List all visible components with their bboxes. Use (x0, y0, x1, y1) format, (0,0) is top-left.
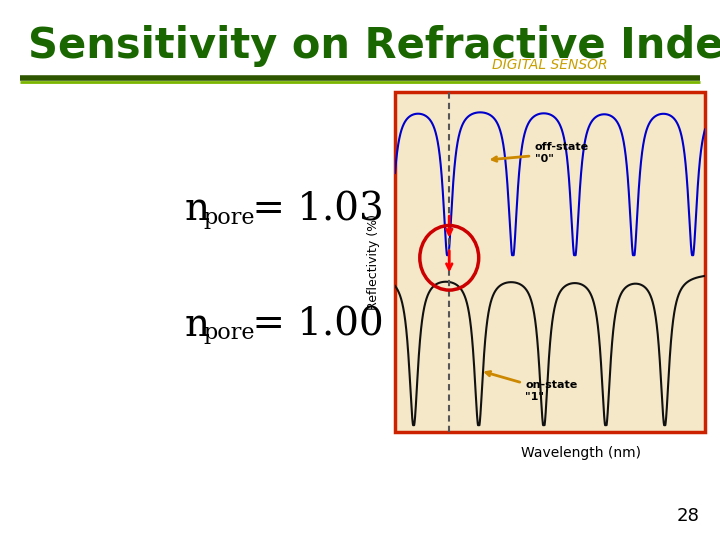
Text: on-state
"1": on-state "1" (486, 372, 577, 402)
Text: Sensitivity on Refractive Index: Sensitivity on Refractive Index (28, 25, 720, 67)
Text: = 1.03: = 1.03 (240, 192, 384, 228)
Text: Reflectivity (%): Reflectivity (%) (366, 214, 379, 310)
Text: 28: 28 (677, 507, 700, 525)
Text: n: n (185, 192, 210, 228)
Text: pore: pore (203, 322, 254, 344)
Text: pore: pore (203, 207, 254, 229)
Text: DIGITAL SENSOR: DIGITAL SENSOR (492, 58, 608, 72)
Text: n: n (185, 307, 210, 343)
Text: = 1.00: = 1.00 (240, 307, 384, 343)
Text: off-state
"0": off-state "0" (492, 143, 589, 164)
Text: Wavelength (nm): Wavelength (nm) (521, 446, 641, 460)
Bar (395, 92, 705, 432)
